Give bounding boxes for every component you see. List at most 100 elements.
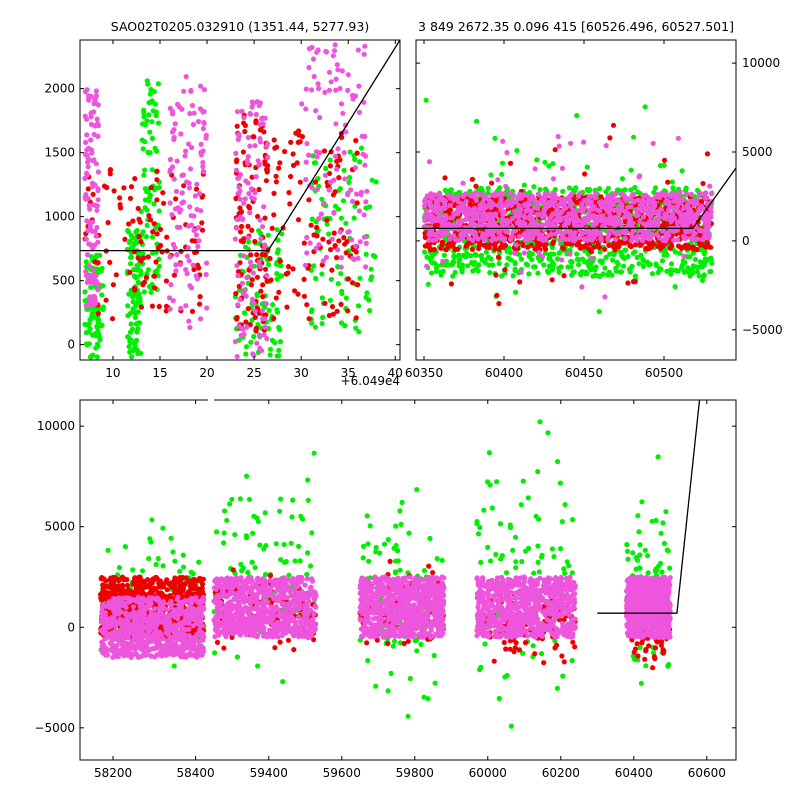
scatter-point-green (546, 252, 552, 258)
scatter-point-green (476, 262, 482, 268)
scatter-point-green (129, 354, 135, 360)
scatter-point-green (366, 204, 373, 210)
scatter-point-magenta (588, 193, 594, 199)
scatter-point-green (140, 146, 146, 152)
scatter-point-green (642, 547, 648, 553)
scatter-point-green (597, 273, 603, 279)
scatter-point-green (105, 547, 111, 553)
scatter-point-green (552, 638, 558, 644)
scatter-point-red (502, 267, 508, 273)
scatter-point-magenta (422, 198, 428, 204)
scatter-point-green (327, 157, 333, 163)
scatter-point-magenta (84, 170, 90, 176)
scatter-point-magenta (581, 236, 587, 242)
scatter-point-green (575, 262, 582, 268)
scatter-point-green (622, 247, 628, 253)
scatter-point-red (260, 294, 266, 300)
scatter-point-green (477, 524, 483, 531)
scatter-point-magenta (352, 165, 358, 171)
scatter-point-green (100, 304, 106, 310)
scatter-point-green (669, 267, 675, 273)
scatter-point-green (390, 643, 396, 649)
scatter-point-green (274, 271, 280, 277)
scatter-point-magenta (182, 153, 188, 159)
scatter-point-green (549, 546, 556, 552)
scatter-point-green (529, 251, 535, 257)
scatter-point-magenta (622, 197, 628, 203)
scatter-point-green (298, 513, 304, 520)
scatter-point-magenta (649, 232, 655, 238)
scatter-point-green (489, 505, 495, 511)
scatter-point-red (127, 195, 134, 201)
scatter-point-green (433, 268, 439, 275)
scatter-point-green (255, 663, 261, 669)
scatter-point-red (338, 301, 344, 307)
scatter-point-red (328, 247, 334, 253)
scatter-point-magenta (350, 255, 356, 261)
scatter-point-magenta (187, 110, 193, 117)
scatter-point-red (561, 273, 567, 279)
scatter-point-magenta (457, 222, 463, 228)
scatter-point-red (345, 308, 351, 314)
scatter-point-green (497, 185, 503, 191)
scatter-point-magenta (83, 236, 89, 242)
scatter-point-magenta (521, 213, 527, 219)
scatter-point-green (274, 227, 280, 233)
scatter-point-red (664, 221, 670, 227)
scatter-point-red (109, 316, 116, 322)
scatter-point-green (503, 570, 510, 576)
scatter-point-green (694, 269, 701, 275)
scatter-point-green (180, 564, 187, 570)
scatter-point-magenta (317, 150, 323, 156)
scatter-point-red (669, 243, 675, 249)
scatter-point-green (335, 281, 341, 287)
scatter-point-red (493, 272, 499, 278)
scatter-point-magenta (187, 204, 193, 210)
scatter-point-magenta (540, 214, 546, 220)
scatter-point-green (283, 559, 289, 565)
scatter-point-red (326, 312, 332, 319)
scatter-point-magenta (173, 268, 179, 274)
scatter-point-magenta (428, 226, 434, 232)
scatter-point-green (258, 231, 264, 237)
scatter-point-magenta (563, 221, 569, 227)
scatter-point-green (313, 160, 319, 166)
scatter-point-magenta (329, 236, 335, 242)
scatter-point-magenta (604, 196, 610, 202)
scatter-point-red (439, 241, 445, 247)
scatter-point-red (588, 249, 595, 255)
scatter-point-red (285, 264, 292, 270)
scatter-point-red (606, 242, 612, 248)
scatter-point-magenta (493, 211, 499, 217)
x-tick-label: 60450 (565, 366, 603, 380)
scatter-point-red (314, 233, 320, 239)
scatter-point-magenta (170, 298, 176, 304)
scatter-point-green (267, 346, 274, 352)
scatter-point-green (472, 251, 478, 257)
scatter-point-magenta (353, 243, 359, 249)
scatter-point-magenta (603, 205, 609, 211)
scatter-point-magenta (93, 88, 99, 94)
scatter-point-green (266, 307, 272, 313)
scatter-point-red (332, 243, 338, 249)
scatter-point-green (637, 552, 643, 558)
scatter-point-magenta (619, 229, 625, 235)
scatter-point-green (391, 545, 397, 551)
scatter-point-green (669, 179, 675, 185)
scatter-point-green (637, 542, 643, 548)
x-tick-label: 60500 (645, 366, 683, 380)
scatter-point-green (125, 313, 131, 319)
scatter-point-red (684, 245, 690, 251)
scatter-point-green (277, 508, 283, 514)
scatter-point-magenta (588, 255, 594, 261)
scatter-point-magenta (665, 207, 672, 213)
scatter-point-green (569, 570, 575, 576)
scatter-point-red (517, 279, 523, 285)
scatter-point-red (127, 269, 133, 275)
scatter-point-magenta (88, 137, 94, 143)
scatter-point-green (134, 347, 140, 353)
scatter-point-green (391, 638, 398, 645)
scatter-point-red (157, 226, 164, 232)
scatter-point-magenta (630, 198, 637, 205)
scatter-point-green (560, 188, 566, 194)
